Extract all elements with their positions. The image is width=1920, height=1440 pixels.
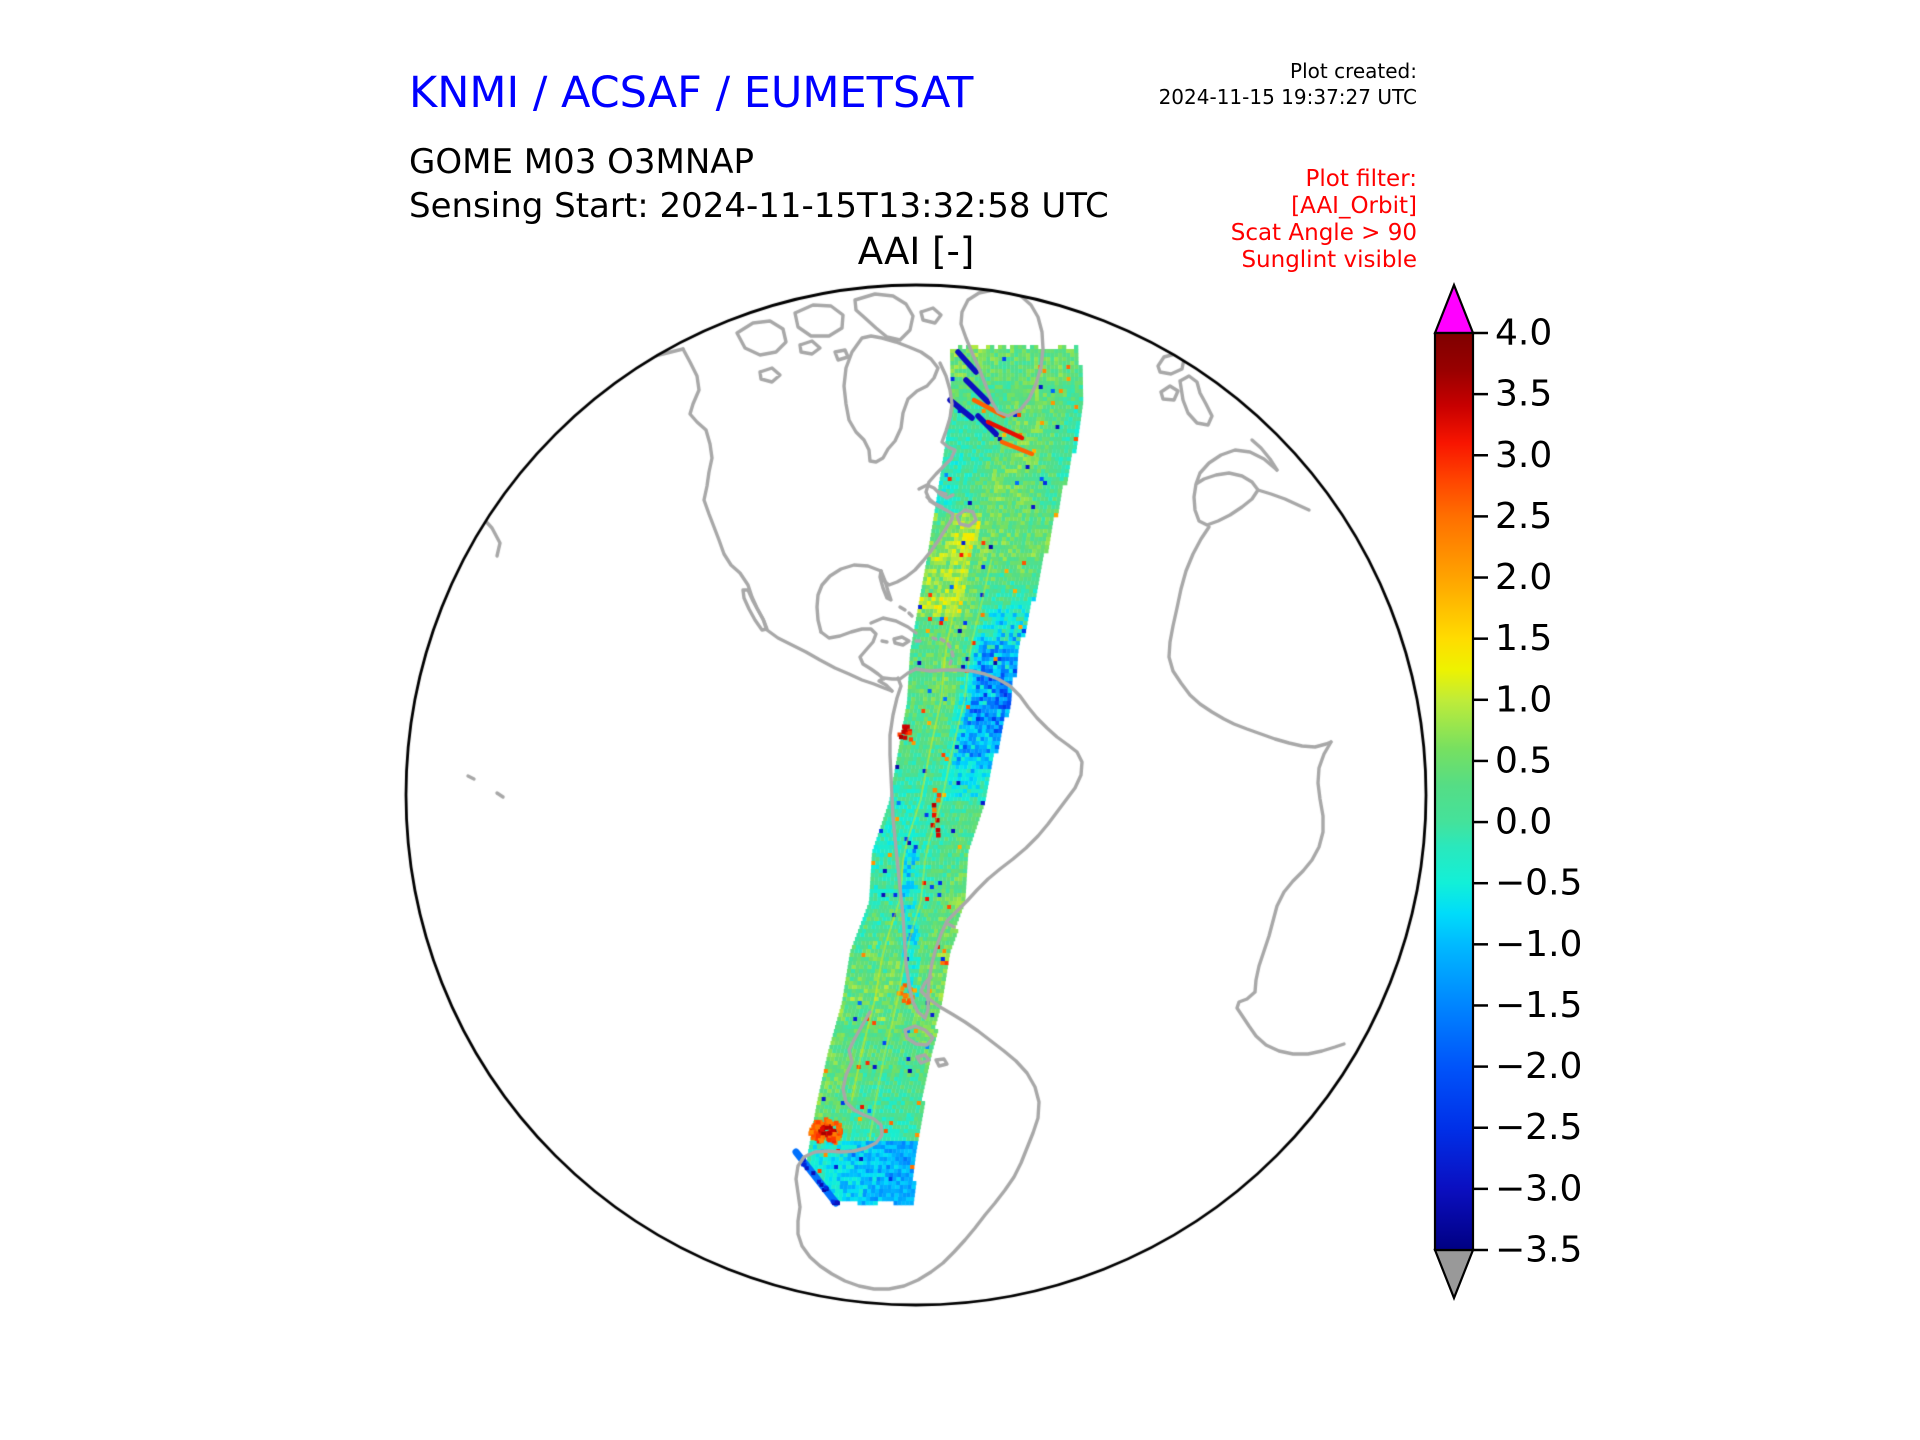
filter-line-2: [AAI_Orbit] <box>1291 193 1417 219</box>
colorbar-tick-label: 4.0 <box>1495 313 1552 354</box>
colorbar-tick-label: −1.0 <box>1495 924 1582 965</box>
plot-filter-block: Plot filter: [AAI_Orbit] Scat Angle > 90… <box>1231 166 1417 274</box>
colorbar-tick-label: 1.0 <box>1495 679 1552 720</box>
filter-line-3: Scat Angle > 90 <box>1230 220 1417 246</box>
product-title-block: GOME M03 O3MNAP Sensing Start: 2024-11-1… <box>409 140 1109 228</box>
colorbar-tick-label: 2.5 <box>1495 496 1552 537</box>
plot-created-block: Plot created: 2024-11-15 19:37:27 UTC <box>1159 58 1417 110</box>
product-name: GOME M03 O3MNAP <box>409 142 755 182</box>
colorbar-tick-label: −3.0 <box>1495 1168 1582 1209</box>
colorbar-tick-label: 2.0 <box>1495 557 1552 598</box>
colorbar-tick-label: −0.5 <box>1495 863 1582 904</box>
colorbar-tick-label: −2.5 <box>1495 1107 1582 1148</box>
colorbar-tick-label: 3.0 <box>1495 435 1552 476</box>
colorbar-tick-label: 0.0 <box>1495 802 1552 843</box>
sensing-start: Sensing Start: 2024-11-15T13:32:58 UTC <box>409 186 1109 226</box>
plot-created-label: Plot created: <box>1290 59 1417 83</box>
axes-title: AAI [-] <box>857 230 975 273</box>
colorbar-gradient-bar <box>1433 331 1475 1252</box>
colorbar-tick-label: −3.5 <box>1495 1230 1582 1271</box>
plot-created-timestamp: 2024-11-15 19:37:27 UTC <box>1158 85 1417 109</box>
colorbar-tick-label: 0.5 <box>1495 740 1552 781</box>
colorbar-tick-label: −1.5 <box>1495 985 1582 1026</box>
colorbar-tick-label: 1.5 <box>1495 618 1552 659</box>
filter-line-1: Plot filter: <box>1305 166 1417 192</box>
filter-line-4: Sunglint visible <box>1241 247 1417 273</box>
colorbar: 4.0 3.5 3.0 2.5 2.0 1.5 1.0 0.5 0.0 −0.5 −1.0 −1.5 −… <box>1433 282 1582 1301</box>
colorbar-tick-label: −2.0 <box>1495 1046 1582 1087</box>
org-title: KNMI / ACSAF / EUMETSAT <box>409 68 974 118</box>
colorbar-over-arrow <box>1433 282 1475 335</box>
colorbar-tick-label: 3.5 <box>1495 374 1552 415</box>
colorbar-under-arrow <box>1433 1248 1475 1301</box>
